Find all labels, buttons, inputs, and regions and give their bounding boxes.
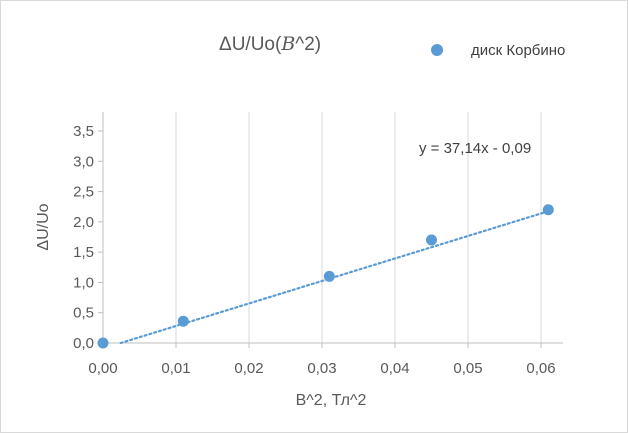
data-point (97, 337, 109, 349)
y-tick-labels: 0,0 0,5 1,0 1,5 2,0 2,5 3,0 3,5 (73, 123, 94, 352)
y-tick-label: 3,0 (73, 153, 94, 170)
x-tick-label: 0,00 (88, 360, 117, 377)
y-tick-label: 1,5 (73, 244, 94, 261)
x-tick-label: 0,03 (307, 360, 336, 377)
x-tick-label: 0,06 (526, 360, 555, 377)
data-point (426, 234, 437, 246)
x-tick-label: 0,04 (380, 360, 409, 377)
y-tick-label: 3,5 (73, 123, 94, 140)
x-tick-label: 0,02 (234, 360, 263, 377)
trendline-equation: y = 37,14x - 0,09 (419, 140, 531, 157)
data-point (542, 204, 554, 216)
y-tick-label: 2,5 (73, 184, 94, 201)
chart-title-prefix: ΔU/Uo( (219, 34, 282, 55)
chart-title-variable: B (280, 33, 295, 55)
chart-title-suffix: ^2) (295, 34, 321, 55)
grid-layer (175, 112, 542, 343)
trendline (119, 210, 550, 345)
y-tick-label: 2,0 (73, 214, 94, 231)
legend-label: диск Корбино (471, 42, 565, 59)
y-tick-label: 0,5 (73, 305, 94, 322)
y-tick-label: 0,0 (73, 335, 94, 352)
x-axis-title: B^2, Тл^2 (296, 392, 367, 409)
y-axis-title: ΔU/Uo (35, 203, 52, 250)
axis-layer (98, 112, 563, 348)
x-tick-label: 0,01 (161, 360, 190, 377)
legend-marker (431, 44, 443, 56)
chart-title: ΔU/Uo(B^2) (219, 33, 321, 55)
x-tick-labels: 0,00 0,01 0,02 0,03 0,04 0,05 0,06 (88, 360, 555, 377)
data-point (323, 270, 335, 282)
trendline-layer (119, 210, 550, 345)
data-point (177, 315, 189, 327)
y-tick-label: 1,0 (73, 274, 94, 291)
data-points (97, 204, 554, 349)
x-tick-label: 0,05 (453, 360, 482, 377)
